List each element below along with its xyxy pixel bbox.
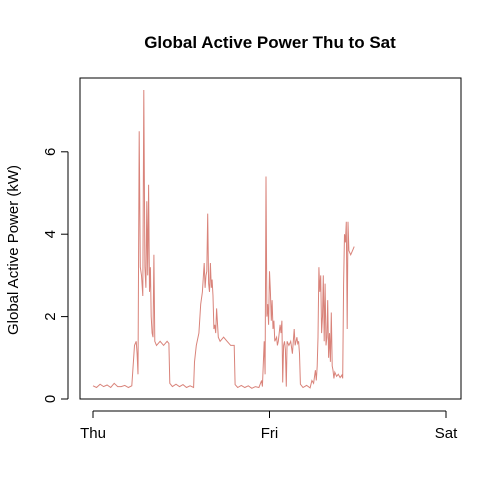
plot-area-border	[79, 77, 462, 400]
y-axis-label: Global Active Power (kW)	[5, 165, 22, 335]
x-tick-label: Thu	[80, 425, 106, 442]
y-tick-label: 0	[42, 395, 59, 403]
x-tick-label: Sat	[435, 425, 458, 442]
y-tick-label: 4	[42, 230, 59, 238]
series-line-0	[92, 89, 355, 389]
y-tick-label: 2	[42, 312, 59, 320]
series-layer	[92, 89, 355, 389]
y-axis: 0 2 4 6	[42, 148, 69, 403]
y-tick-label: 6	[42, 148, 59, 156]
x-tick-label: Fri	[261, 425, 279, 442]
chart-title: Global Active Power Thu to Sat	[144, 33, 396, 52]
x-axis: Thu Fri Sat	[80, 410, 458, 442]
